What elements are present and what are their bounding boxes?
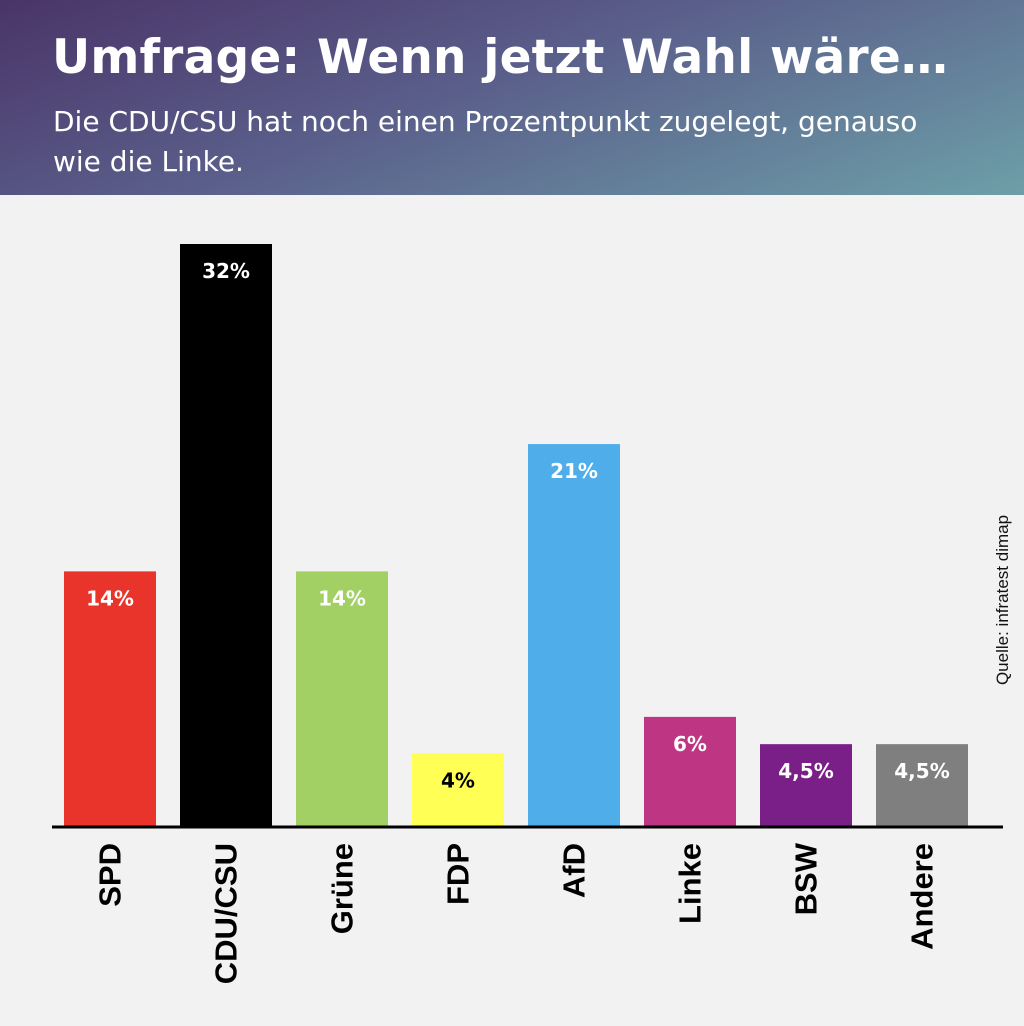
category-label-fdp: FDP [441, 843, 476, 905]
value-label-andere: 4,5% [894, 759, 949, 783]
bar-chart: 14% 32% 14% 4% 21% 6% 4,5% 4,5% SPD CDU/CSU Grüne… [52, 244, 1003, 984]
value-label-spd: 14% [86, 586, 134, 610]
bar-fdp [412, 753, 504, 826]
bar-cdu-csu [180, 244, 272, 826]
value-label-cdu-csu: 32% [202, 259, 250, 283]
bar-afd [528, 444, 620, 826]
category-label-bsw: BSW [789, 842, 824, 915]
category-label-afd: AfD [557, 843, 592, 898]
bar-andere [876, 744, 968, 826]
category-label-linke: Linke [673, 843, 708, 924]
value-label-gr-ne: 14% [318, 586, 366, 610]
value-label-bsw: 4,5% [778, 759, 833, 783]
bar-bsw [760, 744, 852, 826]
chart-header: Umfrage: Wenn jetzt Wahl wäre… Die CDU/C… [0, 0, 1024, 195]
value-label-fdp: 4% [441, 768, 475, 792]
value-label-linke: 6% [673, 732, 707, 756]
chart-title: Umfrage: Wenn jetzt Wahl wäre… [52, 30, 949, 85]
category-label-gr-ne: Grüne [325, 843, 360, 934]
category-labels-group: SPD CDU/CSU Grüne FDP AfD Linke BSW Andere [93, 842, 940, 984]
source-label: Quelle: infratest dimap [993, 514, 1012, 686]
bar-linke [644, 716, 736, 826]
chart-area: 14% 32% 14% 4% 21% 6% 4,5% 4,5% SPD CDU/CSU Grüne… [0, 195, 1024, 1022]
bar-spd [64, 571, 156, 826]
category-label-andere: Andere [905, 843, 940, 950]
category-label-spd: SPD [93, 843, 128, 907]
bar-gr-ne [296, 571, 388, 826]
value-labels-group: 14% 32% 14% 4% 21% 6% 4,5% 4,5% [86, 259, 950, 792]
value-label-afd: 21% [550, 459, 598, 483]
category-label-cdu-csu: CDU/CSU [209, 843, 244, 984]
bars-group [64, 244, 968, 826]
chart-subtitle: Die CDU/CSU hat noch einen Prozentpunkt … [53, 105, 918, 178]
